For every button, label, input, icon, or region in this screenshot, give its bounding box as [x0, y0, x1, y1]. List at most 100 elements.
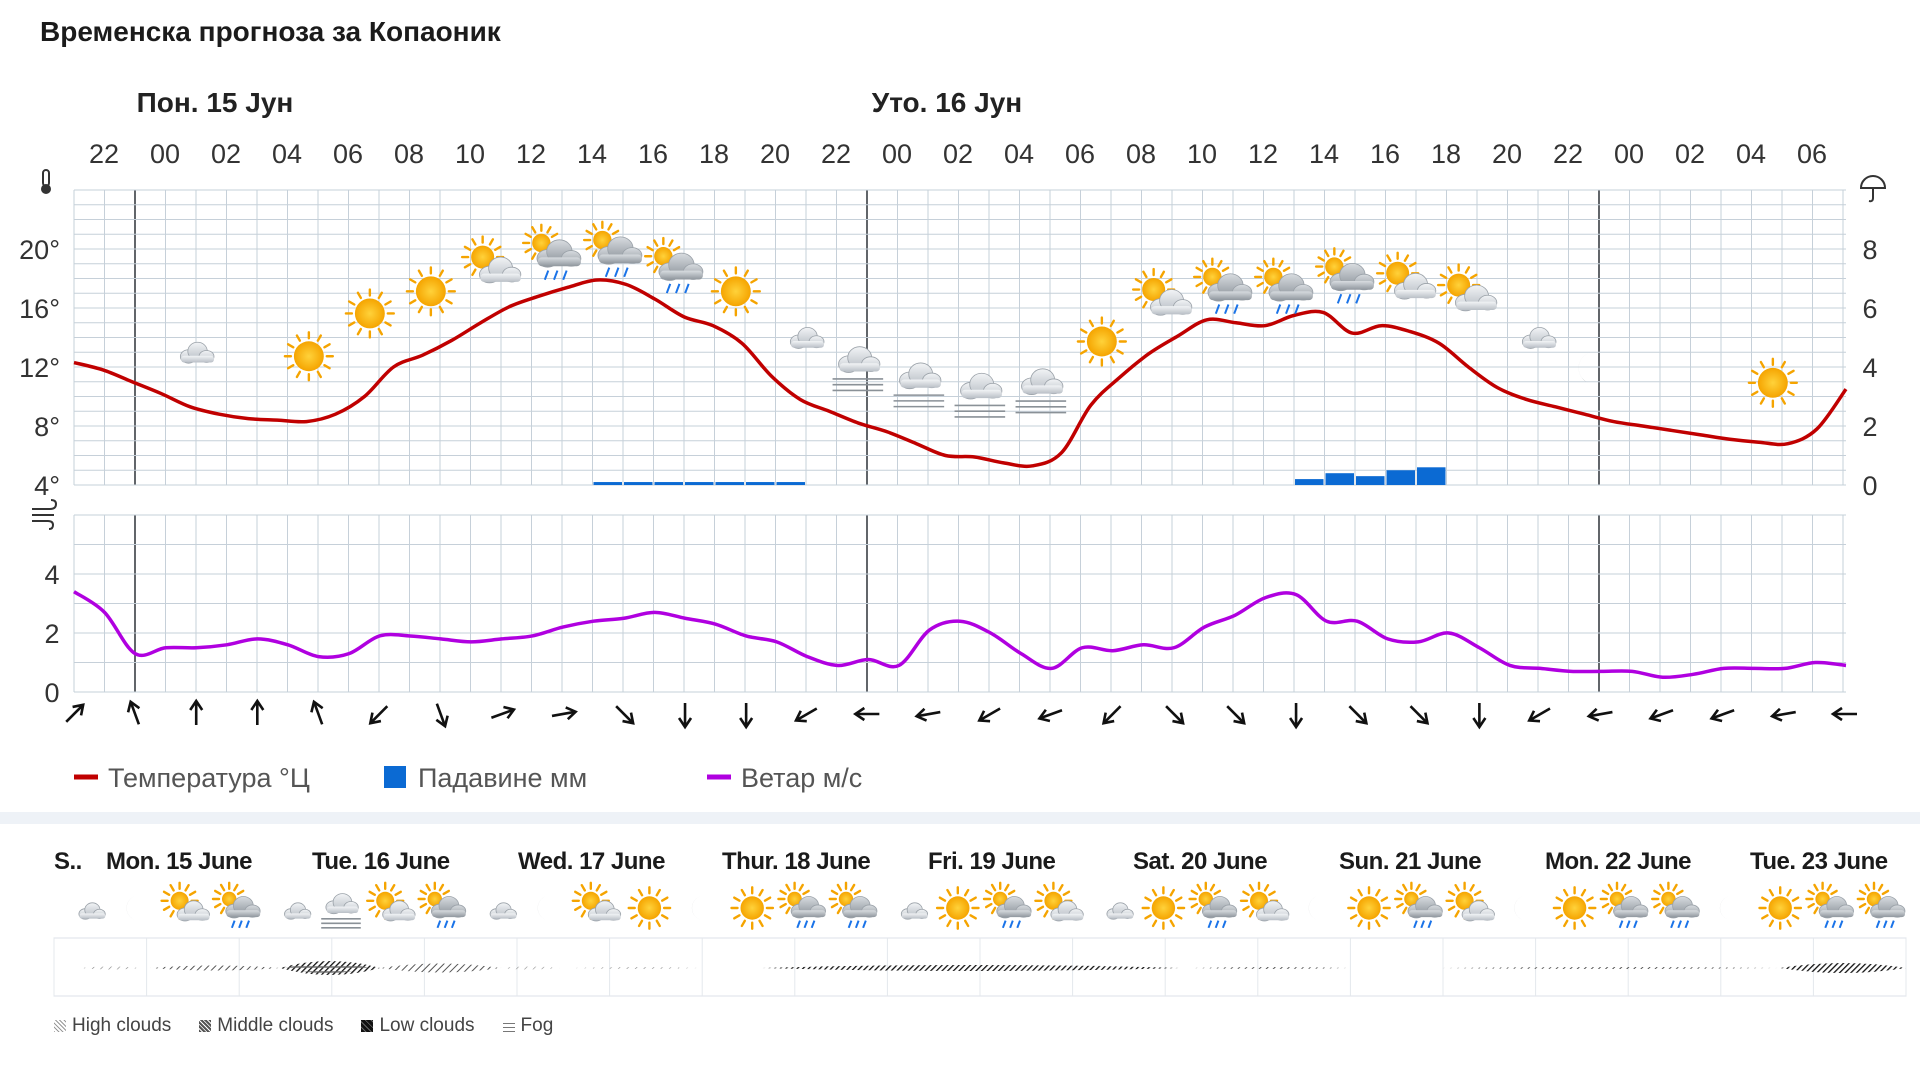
sun-disc [1447, 273, 1471, 297]
cloud-legend-high-label: High clouds [72, 1015, 172, 1036]
sun-shape [1141, 886, 1186, 930]
sun-ray [1759, 397, 1766, 405]
moon-shape [892, 894, 903, 915]
bottom-weather-icons [69, 881, 1906, 930]
precipitation-bar [1356, 476, 1385, 485]
rain-drop [796, 920, 801, 929]
sun-ray [1469, 884, 1475, 892]
moon-crescent [275, 894, 286, 915]
cloud-base [791, 340, 824, 348]
cloud-base [1151, 306, 1192, 315]
precipitation-bar [1325, 473, 1354, 485]
rain-drop [623, 267, 629, 278]
cloud-shape [587, 900, 622, 922]
sun-disc [1404, 891, 1419, 907]
middle-cloud-band [380, 963, 500, 973]
rain-drop [1838, 920, 1844, 929]
sun-ray [630, 914, 638, 920]
sun-disc [1562, 896, 1587, 920]
rain-drop [543, 270, 550, 281]
arrow-shaft [1348, 705, 1366, 723]
sun-ray [938, 914, 947, 920]
wind-direction-arrow-icon [368, 705, 389, 725]
cloud-shape [479, 256, 522, 284]
sun-ray [1079, 349, 1088, 355]
hour-tick-label: 04 [1004, 139, 1034, 169]
sun-ray [531, 252, 537, 260]
sun-rain-icon [1856, 881, 1906, 929]
arrow-shaft [980, 707, 1001, 721]
rain-drop [230, 920, 236, 929]
wind-direction-arrow-icon [677, 703, 693, 730]
precipitation-bar [593, 482, 622, 485]
day-label: Уто. 16 Јун [872, 87, 1022, 118]
wind-direction-arrow-icon [739, 703, 754, 730]
cloud-shape [1256, 900, 1290, 922]
middle-cloud-band [1440, 967, 1780, 969]
sun-ray [1881, 889, 1890, 896]
sun-cloud-icon [366, 881, 416, 922]
sun-ray [213, 902, 222, 909]
sun-ray [1780, 360, 1787, 369]
wind-line [73, 590, 1847, 680]
high-clouds-swatch [54, 1020, 66, 1032]
sun-ray [1586, 896, 1594, 902]
sun-rain-icon [777, 881, 826, 929]
sun-ray [162, 905, 171, 911]
sun-disc [1086, 326, 1117, 357]
sun-ray [733, 896, 741, 902]
sun-ray [1750, 390, 1759, 396]
sun-ray [672, 245, 681, 252]
sun-ray [1830, 889, 1838, 896]
sun-ray [1036, 890, 1045, 896]
sun-disc [581, 891, 600, 910]
precipitation-tick-label: 0 [1862, 471, 1877, 501]
sun-ray [1807, 902, 1815, 909]
sun-ray [984, 889, 993, 896]
sun-ray [286, 343, 295, 349]
sun-ray [946, 888, 952, 897]
precipitation-bar [624, 482, 653, 485]
rain-drop [1221, 920, 1227, 929]
sun-ray [763, 914, 772, 920]
sun-disc [946, 896, 970, 920]
sun-ray [1004, 883, 1010, 892]
cloud-shape [1201, 896, 1238, 919]
sun-ray [1447, 890, 1456, 896]
cloud-shape [78, 902, 106, 920]
sun-ray [471, 238, 477, 246]
legend-label: Ветар м/с [741, 763, 862, 793]
fog-icon [954, 372, 1006, 418]
sun-ray [1786, 888, 1792, 897]
sun-ray [1195, 281, 1203, 288]
cloud-base [1665, 910, 1700, 918]
bottom-day-label: Tue. 23 June [1750, 848, 1888, 875]
sun-ray [1282, 266, 1291, 272]
sun-ray [713, 299, 722, 305]
sun-ray [1858, 889, 1867, 896]
sun-ray [599, 890, 608, 896]
rain-drop [450, 920, 456, 929]
rain-drop [1346, 293, 1352, 304]
hour-tick-label: 00 [882, 139, 912, 169]
sun-ray [524, 232, 532, 239]
sun-ray [1402, 906, 1408, 915]
sun-disc [1264, 267, 1283, 287]
sun-ray [1555, 896, 1564, 902]
moon-shape [126, 895, 140, 921]
arrow-head [503, 705, 517, 720]
hour-tick-label: 18 [699, 139, 729, 169]
sun-ray [849, 883, 856, 892]
arrow-shaft [370, 705, 389, 723]
moon-cloud-icon [1097, 894, 1134, 920]
high-cloud-band [500, 966, 560, 970]
sun-ray [1036, 905, 1045, 911]
arrow-head [1472, 717, 1487, 730]
sun-ray [1439, 273, 1448, 280]
cloud-shape [1521, 327, 1557, 349]
sun-ray [1317, 271, 1325, 277]
sun-ray [1415, 883, 1421, 892]
arrow-head [1172, 712, 1185, 725]
sun-rain-icon [582, 220, 643, 278]
sun-rain-icon [982, 881, 1032, 929]
